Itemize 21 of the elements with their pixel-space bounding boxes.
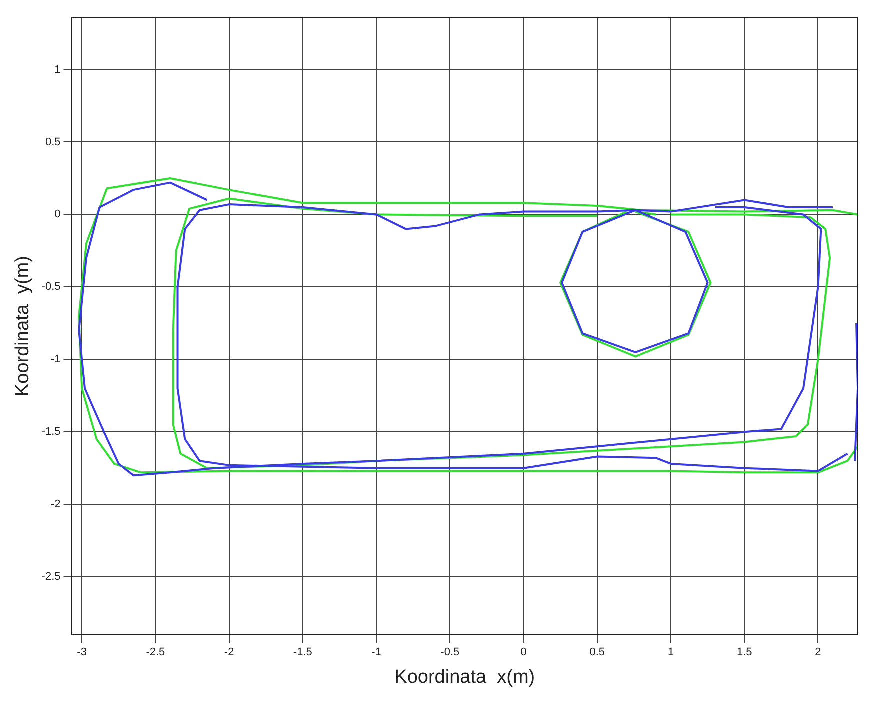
y-tick-label: -2.5 <box>42 571 61 584</box>
x-tick-label: -0.5 <box>440 646 460 659</box>
y-tick-label: 0 <box>54 208 61 221</box>
x-tick-label: 0 <box>520 646 527 659</box>
x-tick-label: -1 <box>372 646 382 659</box>
x-axis-title: Koordinata x(m) <box>394 666 536 688</box>
x-tick-label: -1.5 <box>293 646 312 659</box>
x-tick-label: 2 <box>815 646 822 659</box>
x-tick-label: -3 <box>77 646 87 659</box>
y-axis-title: Koordinata y(m) <box>12 256 34 397</box>
x-tick-label: 0.5 <box>590 646 606 659</box>
x-tick-label: -2 <box>224 646 234 659</box>
y-tick-label: 1 <box>54 64 61 76</box>
y-tick-label: -0.5 <box>42 281 61 294</box>
x-tick-label: 1.5 <box>736 646 752 659</box>
x-tick-label: 1 <box>668 646 674 659</box>
y-tick-label: 0.5 <box>45 136 61 148</box>
y-tick-label: -1 <box>50 354 61 366</box>
y-tick-label: -2 <box>50 498 61 511</box>
x-tick-label: -2.5 <box>146 646 166 659</box>
y-tick-label: -1.5 <box>42 426 61 438</box>
